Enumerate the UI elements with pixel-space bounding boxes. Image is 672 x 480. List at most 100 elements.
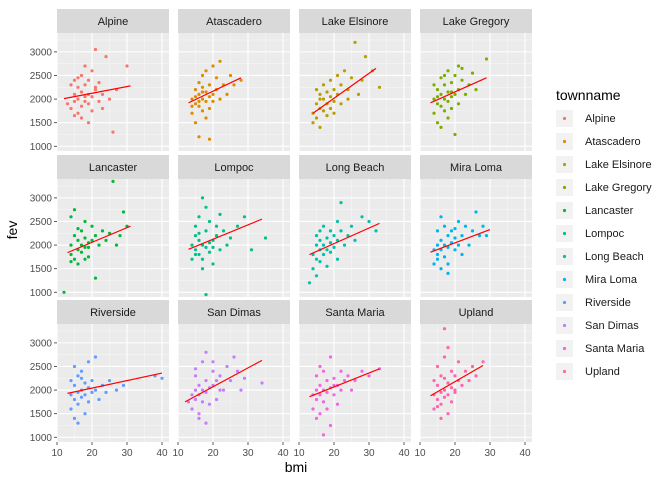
data-point <box>211 64 214 67</box>
legend-swatch <box>563 278 566 281</box>
data-point <box>80 396 83 399</box>
data-point <box>336 403 339 406</box>
data-point <box>87 246 90 249</box>
data-point <box>201 98 204 101</box>
data-point <box>94 48 97 51</box>
data-point <box>194 248 197 251</box>
data-point <box>453 374 456 377</box>
data-point <box>225 244 228 247</box>
data-point <box>457 102 460 105</box>
data-point <box>453 248 456 251</box>
data-point <box>87 255 90 258</box>
data-point <box>76 98 79 101</box>
data-point <box>364 55 367 58</box>
data-point <box>73 114 76 117</box>
data-point <box>443 98 446 101</box>
legend-swatch <box>563 117 566 120</box>
data-point <box>80 74 83 77</box>
data-point <box>322 98 325 101</box>
data-point <box>115 244 118 247</box>
data-point <box>76 239 79 242</box>
facet-lompoc: Lompoc <box>178 155 290 297</box>
data-point <box>350 76 353 79</box>
legend-label: Lake Elsinore <box>585 159 652 171</box>
data-point <box>315 258 318 261</box>
legend-item-lancaster: Lancaster <box>556 202 634 219</box>
data-point <box>211 246 214 249</box>
data-point <box>315 374 318 377</box>
data-point <box>339 389 342 392</box>
x-tick-label: 40 <box>156 448 168 459</box>
facet-lancaster: Lancaster <box>57 155 169 297</box>
y-tick-label: 1000 <box>30 142 53 153</box>
legend-item-san-dimas: San Dimas <box>556 317 639 334</box>
data-point <box>332 234 335 237</box>
data-point <box>432 112 435 115</box>
data-point <box>194 367 197 370</box>
facet-strip-label: Lake Gregory <box>443 16 510 28</box>
data-point <box>108 98 111 101</box>
data-point <box>197 93 200 96</box>
data-point <box>201 90 204 93</box>
data-point <box>457 244 460 247</box>
data-point <box>111 131 114 134</box>
data-point <box>94 277 97 280</box>
data-point <box>194 95 197 98</box>
facet-alpine: Alpine <box>57 9 169 151</box>
data-point <box>194 389 197 392</box>
data-point <box>87 102 90 105</box>
data-point <box>450 386 453 389</box>
data-point <box>101 107 104 110</box>
data-point <box>69 83 72 86</box>
data-point <box>436 229 439 232</box>
data-point <box>118 234 121 237</box>
y-tick-label: 2500 <box>30 362 53 373</box>
data-point <box>450 370 453 373</box>
data-point <box>73 208 76 211</box>
data-point <box>204 422 207 425</box>
data-point <box>80 229 83 232</box>
data-point <box>122 384 125 387</box>
data-point <box>453 93 456 96</box>
data-point <box>204 351 207 354</box>
facet-strip-label: Lancaster <box>89 162 138 174</box>
data-point <box>204 206 207 209</box>
legend-swatch <box>563 370 566 373</box>
data-point <box>194 88 197 91</box>
data-point <box>450 95 453 98</box>
data-point <box>453 236 456 239</box>
legend-swatch <box>563 140 566 143</box>
data-point <box>485 234 488 237</box>
data-point <box>439 391 442 394</box>
data-point <box>204 100 207 103</box>
data-point <box>350 389 353 392</box>
data-point <box>360 215 363 218</box>
legend-swatch <box>563 347 566 350</box>
facet-strip-label: Riverside <box>90 307 136 319</box>
data-point <box>446 346 449 349</box>
data-point <box>325 265 328 268</box>
data-point <box>76 262 79 265</box>
data-point <box>457 220 460 223</box>
data-point <box>215 398 218 401</box>
data-point <box>69 215 72 218</box>
data-point <box>66 102 69 105</box>
data-point <box>322 244 325 247</box>
data-point <box>201 360 204 363</box>
data-point <box>450 107 453 110</box>
x-tick-label: 10 <box>51 448 63 459</box>
data-point <box>474 374 477 377</box>
data-point <box>325 236 328 239</box>
data-point <box>325 90 328 93</box>
data-point <box>318 365 321 368</box>
data-point <box>322 433 325 436</box>
data-point <box>308 281 311 284</box>
x-tick-label: 10 <box>293 448 305 459</box>
data-point <box>443 109 446 112</box>
data-point <box>194 374 197 377</box>
data-point <box>464 225 467 228</box>
data-point <box>315 398 318 401</box>
data-point <box>315 88 318 91</box>
legend-item-lake-elsinore: Lake Elsinore <box>556 156 652 173</box>
legend-label: Riverside <box>585 297 631 309</box>
